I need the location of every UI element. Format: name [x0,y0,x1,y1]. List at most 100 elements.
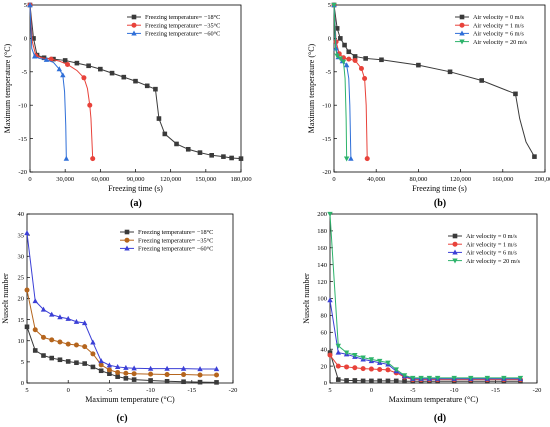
x-tick-label: -20 [533,387,542,394]
y-tick-label: -20 [322,169,331,176]
panel-label: (d) [434,413,446,424]
data-point [82,361,87,366]
y-tick-label: 200 [317,211,327,218]
data-point [41,353,46,358]
data-point [98,362,104,368]
data-point [327,350,333,355]
data-point [162,131,168,137]
data-point [57,357,63,363]
x-tick-label: 0 [28,176,31,183]
legend-marker [459,14,465,20]
y-axis-label: Maximum temperature (°C) [3,43,12,133]
chart-panel: 0 30,000 60,000 90,000 120,000 150,000 180,000… [3,2,252,209]
data-point [121,74,127,80]
data-point [513,91,518,97]
data-point [501,375,507,381]
data-point [214,372,220,378]
y-axis-label: Maximum temperature (°C) [307,43,316,133]
data-point [401,373,408,379]
series-line [333,4,368,159]
data-point [181,379,186,385]
series-line [29,4,67,159]
legend-label: Freezing temperature= −35°C [145,22,220,29]
data-point [98,358,104,364]
data-point [327,211,333,217]
data-point [447,69,453,75]
data-point [331,2,337,8]
data-point [532,154,537,159]
data-point [115,369,121,375]
data-point [174,141,179,147]
data-point [31,36,36,41]
series-line [26,326,217,383]
data-point [209,153,214,158]
legend-marker [459,39,465,45]
data-point [181,372,187,378]
y-tick-label: 40 [18,211,25,218]
y-tick-label: -15 [18,136,27,143]
data-point [153,86,158,92]
y-tick-label: 25 [18,275,25,282]
x-tick-label: 5 [328,387,331,394]
y-tick-label: 20 [18,296,25,303]
data-point [63,155,70,161]
data-point [342,42,347,48]
y-tick-label: 20 [321,363,328,370]
data-point [123,370,129,376]
x-tick-label: 0 [370,387,373,394]
data-point [185,146,191,152]
data-point [144,83,150,89]
data-point [57,314,63,320]
data-point [360,355,366,361]
data-point [56,66,63,72]
data-point [479,78,484,83]
data-point [32,327,38,333]
data-point [106,362,113,368]
y-tick-label: -10 [322,102,331,109]
plot-frame [333,4,546,173]
data-point [32,348,38,353]
data-point [147,365,154,371]
legend-marker [124,229,130,235]
data-point [335,349,341,355]
data-point [123,376,129,381]
data-point [197,372,203,378]
x-tick-label: 120,000 [160,176,181,183]
data-point [131,377,137,382]
x-axis-label: Maximum temperature (°C) [85,395,175,404]
data-point [352,365,358,371]
data-point [109,70,115,76]
series [27,2,96,162]
data-point [148,378,153,383]
legend-marker [452,258,458,264]
data-point [343,350,350,356]
series [24,287,220,378]
legend-marker [452,241,458,247]
panel-label: (a) [130,198,142,209]
x-tick-label: 40,000 [367,176,385,183]
y-tick-label: 15 [18,317,25,324]
panel-label: (b) [434,198,446,209]
data-point [74,360,79,366]
legend-marker [124,237,130,243]
data-point [65,61,71,67]
data-point [49,311,55,317]
data-point [81,75,87,81]
data-point [379,57,384,63]
legend-label: Air velocity = 6 m/s [473,31,524,38]
y-tick-label: 160 [317,245,327,252]
legend-marker [131,22,137,28]
data-point [73,342,79,348]
series-line [26,289,217,376]
data-point [346,49,352,55]
legend-label: Freezing temperature= −18°C [138,229,213,236]
data-point [74,60,80,66]
data-point [24,230,30,236]
data-point [369,378,374,384]
y-tick-label: 40 [321,346,328,353]
data-point [49,355,55,361]
